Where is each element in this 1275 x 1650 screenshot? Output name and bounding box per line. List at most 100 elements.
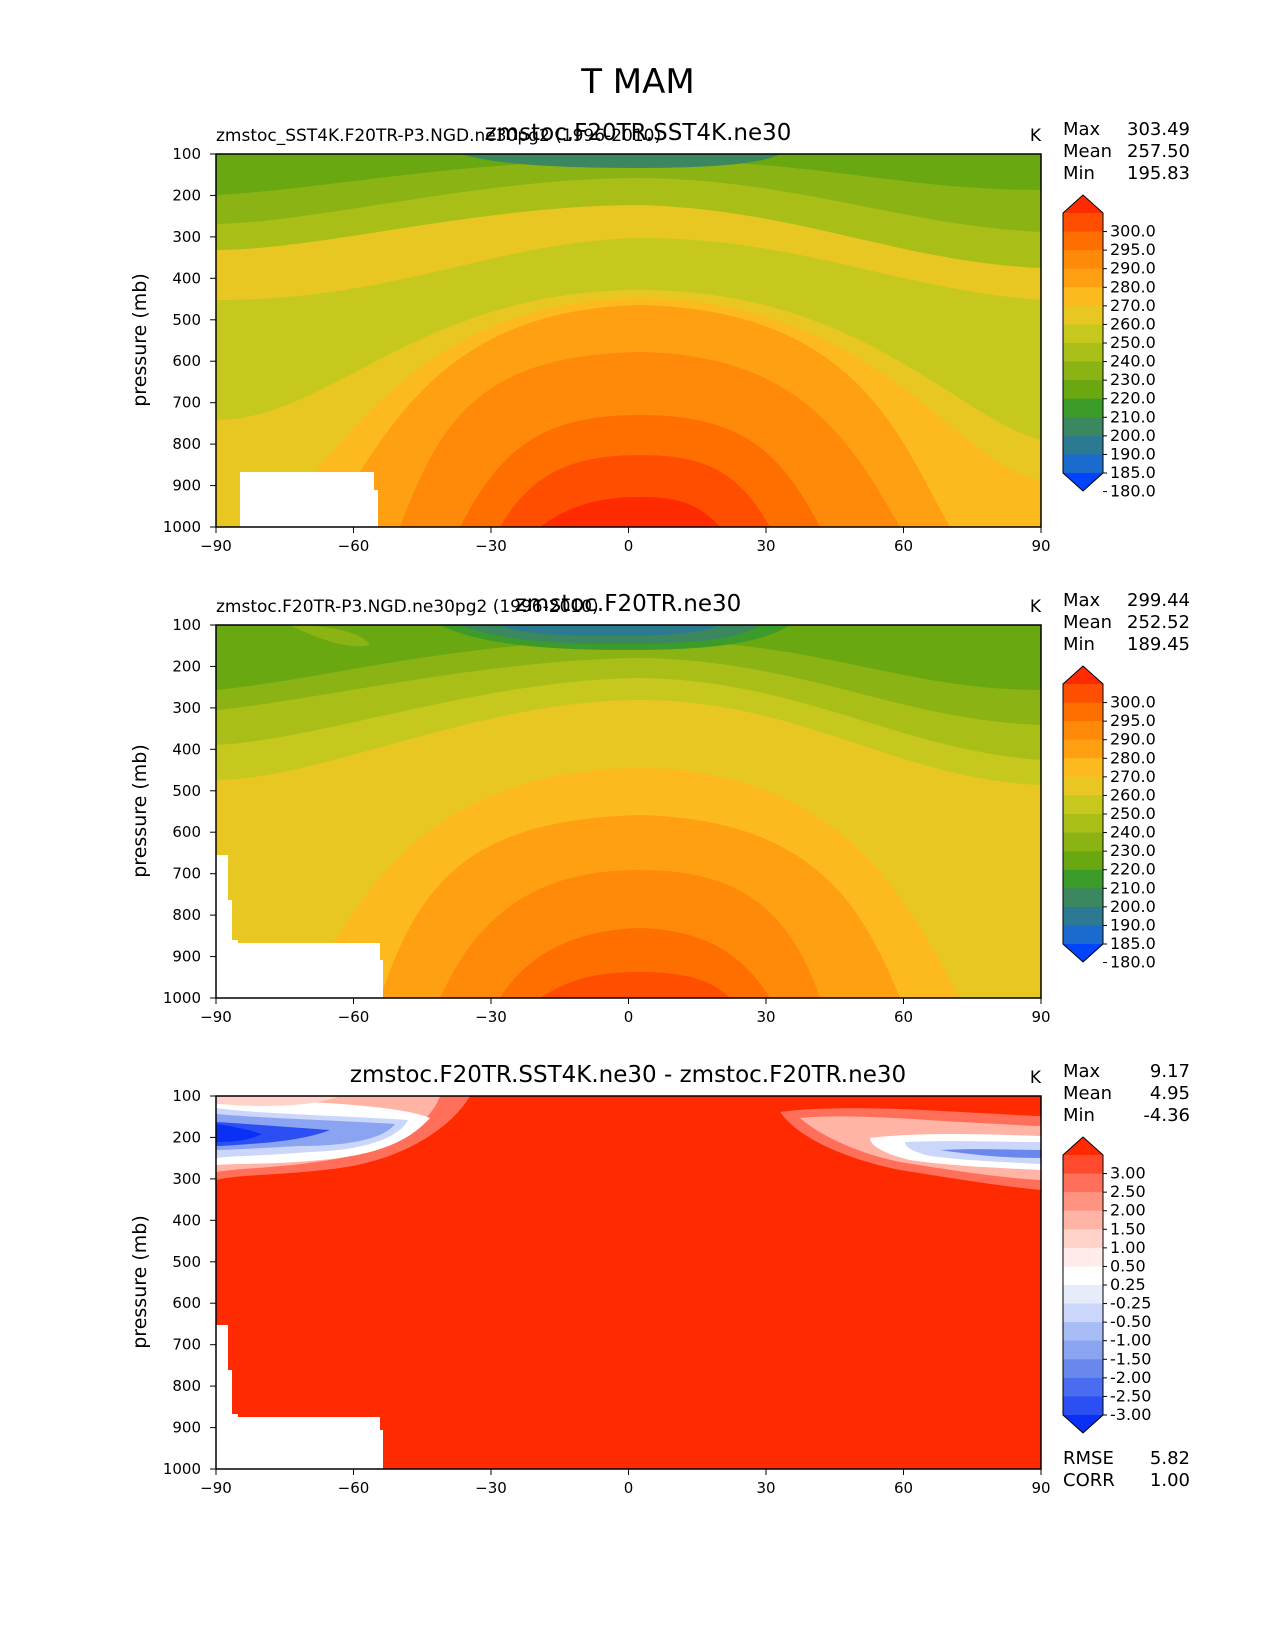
colorbar-band: [1063, 398, 1103, 418]
x-tick-label: −30: [475, 1008, 507, 1026]
colorbar-band: [1063, 380, 1103, 400]
contour-field-test: [216, 154, 1041, 527]
units-label: K: [1030, 1068, 1042, 1088]
colorbar: 300.0295.0290.0280.0270.0260.0250.0240.0…: [1062, 665, 1156, 972]
x-tick-label: −90: [200, 1479, 232, 1497]
colorbar-band: [1063, 1322, 1103, 1342]
stat-max-label: Max: [1063, 590, 1101, 611]
figure-title: T MAM: [580, 62, 695, 102]
colorbar-band: [1063, 268, 1103, 288]
stat-mean-label: Mean: [1063, 612, 1112, 633]
colorbar-band: [1063, 250, 1103, 270]
colorbar-band: [1063, 1303, 1103, 1323]
colorbar-tick-label: 0.50: [1110, 1256, 1146, 1275]
x-tick-label: −60: [338, 1479, 370, 1497]
colorbar-band: [1063, 925, 1103, 945]
stats-block: Max 303.49 Mean 257.50 Min 195.83: [1063, 119, 1190, 184]
colorbar-tick-label: 270.0: [1110, 296, 1156, 315]
colorbar-tick-label: 290.0: [1110, 259, 1156, 278]
y-tick-label: 100: [172, 616, 201, 634]
x-tick-label: 60: [894, 1008, 913, 1026]
y-tick-label: 900: [172, 477, 201, 495]
colorbar-tick-label: -1.00: [1110, 1331, 1151, 1350]
colorbar-tick-label: 260.0: [1110, 314, 1156, 333]
colorbar-band: [1063, 814, 1103, 834]
colorbar-band: [1063, 1210, 1103, 1230]
stat-min-label: Min: [1063, 163, 1095, 184]
colorbar-band: [1063, 1359, 1103, 1379]
colorbar: 3.002.502.001.501.000.500.25-0.25-0.50-1…: [1062, 1136, 1151, 1434]
colorbar-band: [1063, 1229, 1103, 1249]
field-band: [480, 154, 740, 162]
colorbar-tick-label: -1.50: [1110, 1349, 1151, 1368]
colorbar-band: [1063, 869, 1103, 889]
colorbar-tick-label: 2.00: [1110, 1201, 1146, 1220]
y-tick-label: 400: [172, 269, 201, 287]
y-tick-label: 700: [172, 394, 201, 412]
y-tick-label: 800: [172, 906, 201, 924]
field-band: [500, 455, 770, 527]
colorbar-tick-label: 180.0: [1110, 953, 1156, 972]
x-tick-label: 0: [624, 1479, 634, 1497]
colorbar-tick-label: 3.00: [1110, 1164, 1146, 1183]
field-band: [940, 1149, 1041, 1158]
field-band: [216, 1096, 340, 1106]
y-tick-label: 500: [172, 782, 201, 800]
x-tick-label: −60: [338, 537, 370, 555]
colorbar-tick-label: 180.0: [1110, 482, 1156, 501]
panel-title: zmstoc.F20TR.SST4K.ne30 - zmstoc.F20TR.n…: [350, 1062, 906, 1088]
stat-corr-value: 1.00: [1150, 1470, 1190, 1491]
panel-difference: −90 −60 −30 0 30 60 90 100 200 300 400 5…: [129, 1061, 1190, 1497]
colorbar-tick-label: -2.00: [1110, 1368, 1151, 1387]
colorbar-tick-label: 185.0: [1110, 463, 1156, 482]
stat-rmse-label: RMSE: [1063, 1448, 1114, 1469]
y-tick-label: 300: [172, 228, 201, 246]
colorbar-tick-label: 240.0: [1110, 352, 1156, 371]
stat-mean-label: Mean: [1063, 141, 1112, 162]
colorbar-tick-label: -0.25: [1110, 1294, 1151, 1313]
colorbar-band: [1063, 1173, 1103, 1193]
y-tick-label: 100: [172, 1087, 201, 1105]
y-tick-label: 600: [172, 823, 201, 841]
colorbar-tick-label: 280.0: [1110, 277, 1156, 296]
colorbar-band: [1063, 684, 1103, 704]
panel-title: zmstoc.F20TR.ne30: [515, 591, 742, 617]
stat-min-value: 189.45: [1127, 634, 1190, 655]
x-axis: −90 −60 −30 0 30 60 90: [200, 1469, 1051, 1497]
colorbar-tick-label: 260.0: [1110, 785, 1156, 804]
colorbar-band: [1063, 851, 1103, 871]
stat-max-value: 303.49: [1127, 119, 1190, 140]
stat-max-label: Max: [1063, 1061, 1101, 1082]
field-band: [216, 154, 1041, 195]
panel-reference: −90 −60 −30 0 30 60 90 100 200 300 400 5…: [129, 590, 1190, 1026]
missing-data-region: [216, 855, 383, 998]
field-band: [500, 928, 770, 998]
y-tick-label: 200: [172, 657, 201, 675]
colorbar-tick-label: 185.0: [1110, 934, 1156, 953]
stat-min-label: Min: [1063, 634, 1095, 655]
y-tick-label: 200: [172, 186, 201, 204]
colorbar-extend-min: [1063, 473, 1103, 491]
x-tick-label: 90: [1031, 1008, 1050, 1026]
contour-field-difference: [216, 1096, 1041, 1469]
y-tick-label: 500: [172, 311, 201, 329]
colorbar-tick-label: 250.0: [1110, 333, 1156, 352]
colorbar-tick-label: 220.0: [1110, 860, 1156, 879]
x-tick-label: −30: [475, 1479, 507, 1497]
colorbar-band: [1063, 287, 1103, 307]
y-tick-label: 1000: [163, 518, 201, 536]
x-axis: −90 −60 −30 0 30 60 90: [200, 527, 1051, 555]
colorbar-tick-label: 300.0: [1110, 222, 1156, 241]
colorbar-band: [1063, 795, 1103, 815]
field-band: [216, 154, 1041, 162]
colorbar-tick-label: 280.0: [1110, 748, 1156, 767]
colorbar-tick-label: 295.0: [1110, 240, 1156, 259]
stat-corr-label: CORR: [1063, 1470, 1115, 1491]
units-label: K: [1030, 126, 1042, 146]
colorbar-extend-max: [1063, 195, 1103, 213]
colorbar-tick-label: 200.0: [1110, 426, 1156, 445]
contour-field-reference: [216, 625, 1041, 998]
y-tick-label: 1000: [163, 989, 201, 1007]
colorbar-extend-max: [1063, 666, 1103, 684]
colorbar-band: [1063, 454, 1103, 474]
